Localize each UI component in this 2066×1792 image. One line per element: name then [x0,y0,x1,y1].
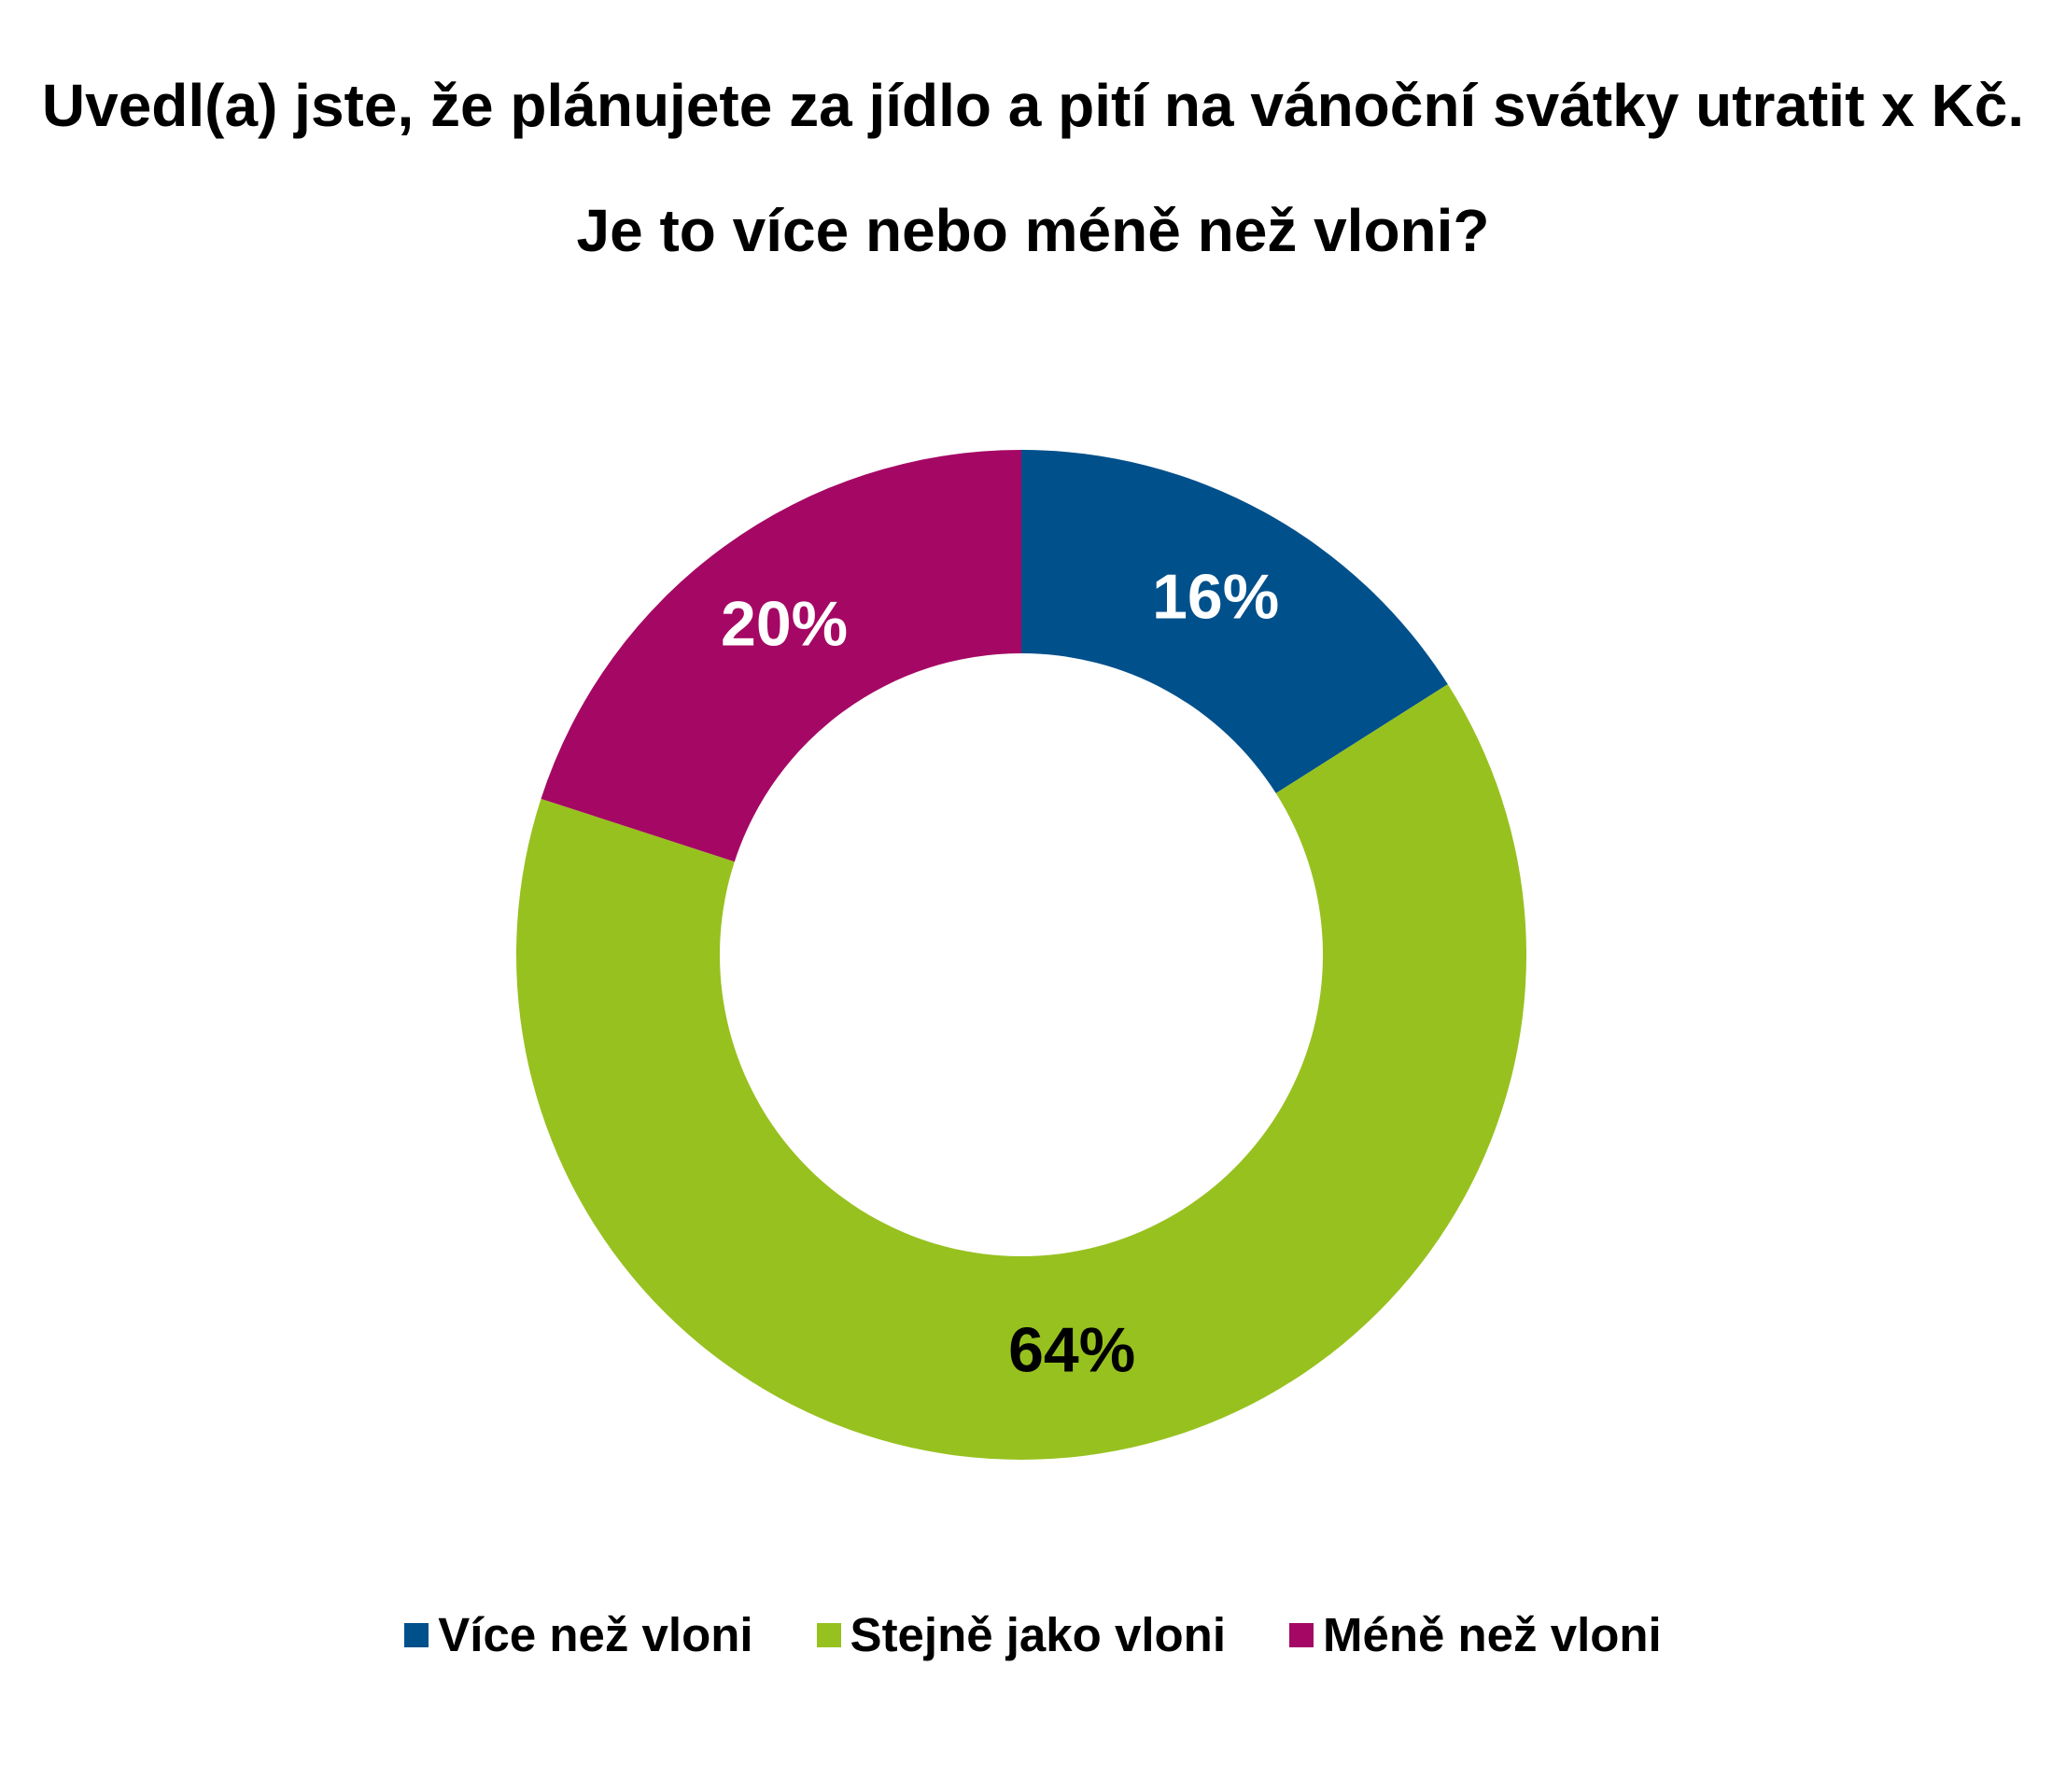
data-label: 20% [721,588,848,659]
donut-slice [515,684,1527,1460]
legend-item: Více než vloni [404,1607,753,1662]
legend-item: Stejně jako vloni [816,1607,1226,1662]
legend-swatch [404,1622,429,1647]
donut-slice [1021,450,1448,793]
data-label: 64% [1008,1315,1135,1386]
legend-item: Méně než vloni [1289,1607,1662,1662]
legend-label: Více než vloni [438,1608,753,1661]
legend-swatch [816,1622,841,1647]
legend-swatch [1289,1622,1314,1647]
legend-label: Stejně jako vloni [850,1608,1226,1661]
data-label: 16% [1152,561,1279,632]
chart-title: Uvedl(a) jste, že plánujete za jídlo a p… [41,72,2025,264]
legend-label: Méně než vloni [1323,1608,1662,1661]
legend: Více než vloni Stejně jako vloni Méně než … [0,1607,2066,1662]
donut-slice [541,450,1021,862]
